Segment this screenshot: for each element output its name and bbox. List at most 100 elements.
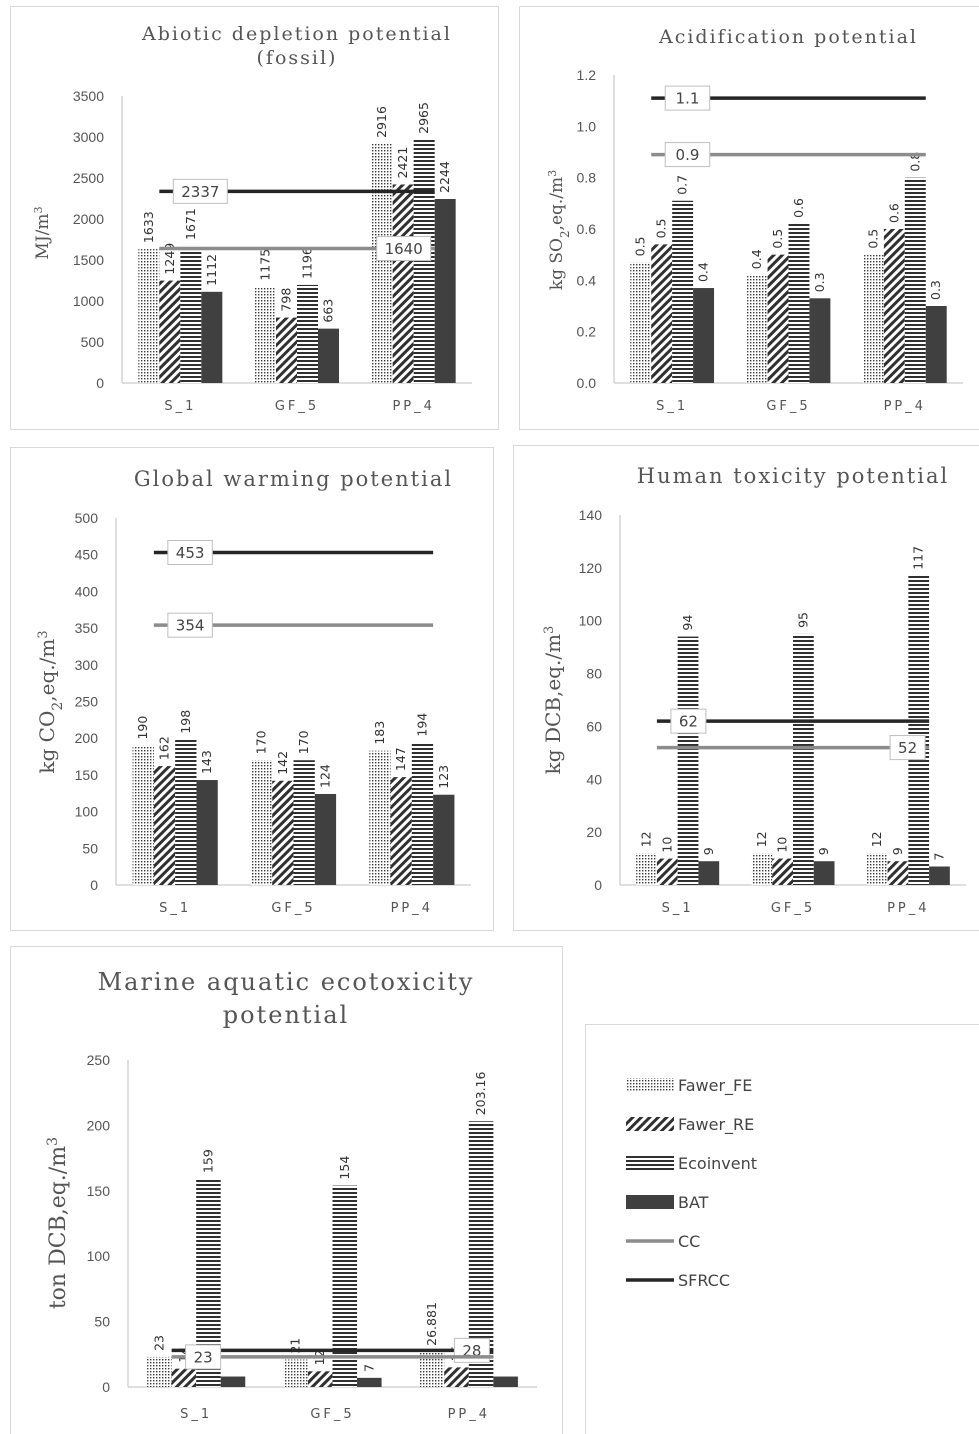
- bar-bat: [433, 794, 455, 885]
- y-tick-label: 0.8: [577, 170, 597, 186]
- data-label: 1175: [258, 249, 273, 281]
- y-tick-label: 1.2: [577, 67, 597, 83]
- y-axis-label: kg DCB,eq./m3: [541, 626, 565, 775]
- data-label: 95: [795, 612, 810, 628]
- callout-box: [889, 735, 926, 761]
- bar-bat: [220, 1376, 246, 1387]
- bar-fawer-fe: [147, 1356, 172, 1387]
- legend-item-ecoinvent: Ecoinvent: [626, 1154, 757, 1173]
- x-tick-label: S_1: [164, 399, 196, 414]
- data-label: 154: [337, 1156, 352, 1180]
- bar-bat: [693, 288, 715, 383]
- y-tick-label: 140: [579, 507, 603, 523]
- data-label: 26.881: [424, 1302, 439, 1346]
- callout-label: 2337: [181, 183, 219, 201]
- data-label: 1671: [183, 208, 198, 240]
- chart-title: (fossil): [257, 47, 338, 69]
- callout-label: 0.9: [676, 146, 700, 164]
- chart-title: Marine aquatic ecotoxicity: [98, 968, 475, 996]
- data-label: 147: [393, 747, 408, 771]
- y-tick-label: 0: [594, 877, 602, 893]
- chart-panel: Human toxicity potential 0 20 40 60 80 100 120 1…: [513, 445, 979, 931]
- legend-item-sfrcc: SFRCC: [626, 1271, 730, 1290]
- bar-ecoinvent: [175, 739, 197, 885]
- bar-fawer-fe: [866, 853, 888, 885]
- data-label: 10: [775, 837, 790, 853]
- y-tick-label: 0.6: [577, 221, 597, 237]
- bar-ecoinvent: [908, 575, 930, 885]
- y-tick-label: 150: [75, 767, 99, 783]
- bar-fawer-re: [159, 280, 181, 383]
- callout-label: 52: [898, 739, 917, 757]
- y-tick-label: 400: [75, 583, 99, 599]
- x-tick-label: S_1: [656, 399, 688, 414]
- bar-ecoinvent: [297, 284, 318, 383]
- y-tick-label: 20: [586, 824, 602, 840]
- y-tick-label: 450: [75, 547, 99, 563]
- y-tick-label: 0.2: [577, 324, 597, 340]
- data-label: 10: [659, 837, 674, 853]
- legend-item-fawer_fe: Fawer_FE: [626, 1076, 752, 1096]
- bar-fawer-re: [153, 766, 176, 885]
- bar-bat: [434, 198, 456, 383]
- bar-fawer-fe: [862, 254, 884, 383]
- chart-title: Abiotic depletion potential: [141, 23, 452, 45]
- data-label: 0.3: [812, 272, 827, 292]
- data-label: 0.3: [928, 280, 943, 300]
- bar-ecoinvent: [672, 200, 694, 383]
- callout-box: [376, 236, 432, 262]
- y-tick-label: 150: [87, 1183, 111, 1199]
- x-tick-label: PP_4: [392, 399, 434, 414]
- bar-bat: [809, 298, 831, 383]
- y-tick-label: 1000: [73, 293, 104, 309]
- chart-panel: Acidification potential 0.0 0.2 0.4 0.6 0.8 1.…: [519, 6, 979, 430]
- bar-fawer-re: [767, 254, 789, 383]
- bar-fawer-re: [171, 1368, 197, 1387]
- data-label: 663: [321, 299, 336, 323]
- legend-swatch: [626, 1156, 674, 1170]
- y-tick-label: 3500: [73, 88, 104, 104]
- y-tick-label: 0.0: [577, 375, 597, 391]
- bar-fawer-fe: [371, 143, 393, 383]
- data-label: 183: [372, 721, 387, 745]
- bar-fawer-fe: [255, 286, 276, 383]
- callout-box: [167, 612, 213, 638]
- data-label: 1249: [162, 243, 177, 275]
- bar-ecoinvent: [413, 139, 435, 383]
- data-label: 2965: [416, 102, 431, 134]
- bar-fawer-fe: [283, 1359, 308, 1387]
- y-tick-label: 1500: [73, 252, 104, 268]
- data-label: 198: [178, 710, 193, 734]
- y-tick-label: 200: [75, 730, 99, 746]
- data-label: 190: [135, 716, 150, 740]
- data-label: 2421: [395, 147, 410, 179]
- x-tick-label: S_1: [180, 1407, 212, 1422]
- bar-ecoinvent: [411, 742, 434, 885]
- bar-fawer-fe: [751, 853, 773, 885]
- legend-frame: [585, 1024, 979, 1434]
- legend-label: Ecoinvent: [678, 1154, 757, 1173]
- legend-swatch: [626, 1195, 674, 1209]
- bar-fawer-re: [392, 184, 414, 383]
- bar-fawer-re: [656, 858, 678, 885]
- legend-label: SFRCC: [678, 1271, 730, 1290]
- bar-ecoinvent: [293, 760, 315, 885]
- data-label: 0.7: [675, 175, 690, 195]
- data-label: 142: [275, 751, 290, 775]
- y-tick-label: 40: [586, 771, 602, 787]
- y-tick-label: 120: [579, 560, 603, 576]
- panel-frame: [513, 445, 979, 931]
- y-axis-label: kg SO2,eq./m3: [546, 170, 573, 290]
- y-axis-label: MJ/m3: [32, 206, 54, 259]
- bar-fawer-re: [390, 777, 412, 885]
- y-tick-label: 300: [75, 657, 99, 673]
- legend-label: BAT: [678, 1193, 709, 1212]
- data-label: 0.5: [633, 236, 648, 256]
- data-label: 194: [414, 713, 429, 737]
- x-tick-label: GF_5: [310, 1407, 354, 1422]
- y-tick-label: 2000: [73, 211, 104, 227]
- x-tick-label: S_1: [159, 901, 191, 916]
- bar-fawer-re: [307, 1371, 333, 1387]
- chart-title: Global warming potential: [134, 467, 453, 491]
